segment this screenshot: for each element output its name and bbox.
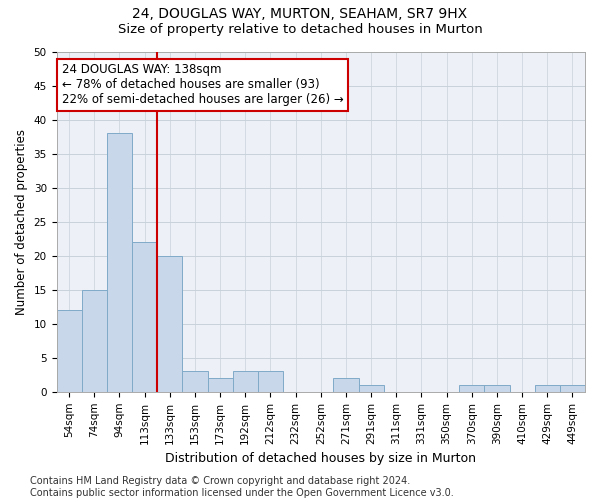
Bar	[459, 385, 484, 392]
Bar	[132, 242, 157, 392]
Text: Contains HM Land Registry data © Crown copyright and database right 2024.
Contai: Contains HM Land Registry data © Crown c…	[30, 476, 454, 498]
Bar	[182, 372, 208, 392]
Bar	[484, 385, 509, 392]
Y-axis label: Number of detached properties: Number of detached properties	[15, 128, 28, 314]
Bar	[535, 385, 560, 392]
Bar	[107, 133, 132, 392]
Bar	[560, 385, 585, 392]
Bar	[157, 256, 182, 392]
Bar	[56, 310, 82, 392]
Bar	[233, 372, 258, 392]
Text: Size of property relative to detached houses in Murton: Size of property relative to detached ho…	[118, 22, 482, 36]
Bar	[208, 378, 233, 392]
Bar	[359, 385, 383, 392]
Text: 24 DOUGLAS WAY: 138sqm
← 78% of detached houses are smaller (93)
22% of semi-det: 24 DOUGLAS WAY: 138sqm ← 78% of detached…	[62, 64, 344, 106]
Bar	[258, 372, 283, 392]
Text: 24, DOUGLAS WAY, MURTON, SEAHAM, SR7 9HX: 24, DOUGLAS WAY, MURTON, SEAHAM, SR7 9HX	[133, 8, 467, 22]
X-axis label: Distribution of detached houses by size in Murton: Distribution of detached houses by size …	[165, 452, 476, 465]
Bar	[334, 378, 359, 392]
Bar	[82, 290, 107, 392]
